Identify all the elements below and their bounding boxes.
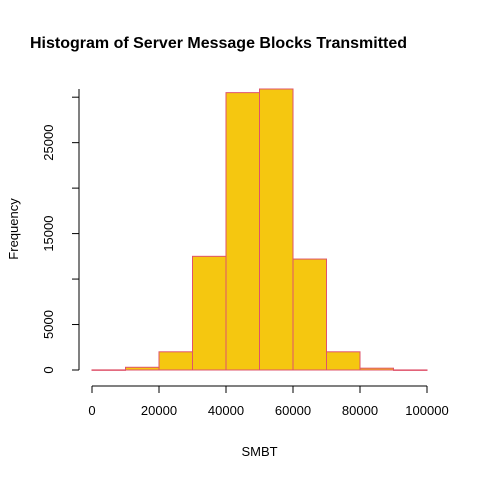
histogram-bar: [192, 255, 227, 371]
x-tick-label: 60000: [275, 403, 311, 418]
y-tick-label: 0: [41, 366, 56, 373]
x-tick-label: 0: [88, 403, 95, 418]
histogram-bar: [91, 369, 126, 371]
histogram-bar: [326, 351, 361, 371]
chart-title: Histogram of Server Message Blocks Trans…: [30, 35, 407, 52]
histogram-bar: [225, 92, 260, 371]
y-axis: 0 5000 15000 25000: [41, 89, 80, 374]
y-axis-label: Frequency: [6, 198, 21, 260]
x-axis: 0 20000 40000 60000 80000 100000: [88, 385, 449, 418]
y-tick-label: 25000: [41, 125, 56, 161]
histogram-bar: [359, 367, 394, 371]
histogram-bar: [125, 366, 160, 371]
x-tick-label: 100000: [405, 403, 448, 418]
y-tick-label: 15000: [41, 216, 56, 252]
bars-group: [91, 88, 428, 371]
x-tick-label: 80000: [342, 403, 378, 418]
histogram-bar: [292, 258, 327, 371]
y-tick-label: 5000: [41, 310, 56, 339]
x-tick-label: 40000: [208, 403, 244, 418]
x-tick-label: 20000: [141, 403, 177, 418]
x-axis-label: SMBT: [241, 444, 277, 459]
histogram-bar: [259, 88, 294, 371]
histogram-bar: [393, 369, 428, 371]
histogram-bar: [158, 351, 193, 371]
